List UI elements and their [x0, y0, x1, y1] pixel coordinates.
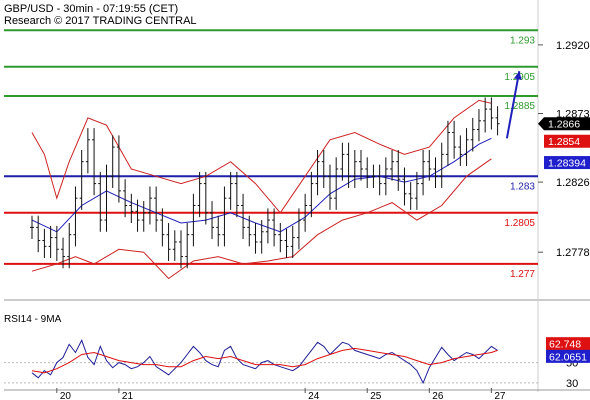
price-panel: 1.29201.28731.28261.27781.2931.29051.288…	[4, 0, 590, 392]
copyright-text: Research © 2017 TRADING CENTRAL	[4, 15, 197, 27]
price-badge	[544, 156, 590, 170]
y-tick-label: 1.2826	[556, 177, 590, 189]
rsi-line	[31, 339, 498, 385]
price-badge	[544, 134, 590, 148]
level-label: 1.277	[510, 269, 535, 280]
x-axis: 20 21 24 25 26 27	[56, 388, 506, 400]
rsi-title: RSI14 - 9MA	[4, 314, 62, 325]
forecast-arrow-head	[513, 71, 522, 80]
x-tick-label: 25	[370, 391, 382, 400]
x-tick-label: 20	[60, 391, 72, 400]
x-tick-label: 21	[122, 391, 134, 400]
level-label: 1.283	[510, 181, 535, 192]
rsi-tick-label: 30	[566, 378, 578, 390]
rsi-badge-label: 62.0651	[549, 351, 587, 363]
level-label: 1.293	[510, 35, 535, 46]
price-badge-label: 1.2866	[548, 119, 580, 131]
x-tick-label: 27	[494, 391, 506, 400]
rsi-badge	[546, 337, 590, 351]
x-tick-label: 26	[432, 391, 444, 400]
y-tick-label: 1.2778	[556, 247, 590, 259]
chart-title: GBP/USD - 30min - 07:19:55 (CET)	[4, 3, 179, 15]
y-tick-label: 1.2920	[556, 40, 590, 52]
forecast-arrow-line	[505, 70, 521, 139]
level-label: 1.2885	[504, 101, 535, 112]
price-badge-label: 1.28394	[548, 158, 586, 170]
rsi_ma-line	[31, 347, 498, 374]
bollinger-upper-line	[31, 99, 492, 214]
level-label: 1.2805	[504, 218, 535, 229]
x-tick-label: 24	[308, 391, 320, 400]
rsi-badge	[546, 349, 590, 363]
price-badge	[538, 117, 590, 131]
moving-average-line	[31, 137, 492, 233]
bollinger-lower-line	[31, 158, 492, 280]
rsi-badge-label: 62.748	[549, 339, 581, 351]
price-badge-label: 1.2854	[548, 136, 580, 148]
